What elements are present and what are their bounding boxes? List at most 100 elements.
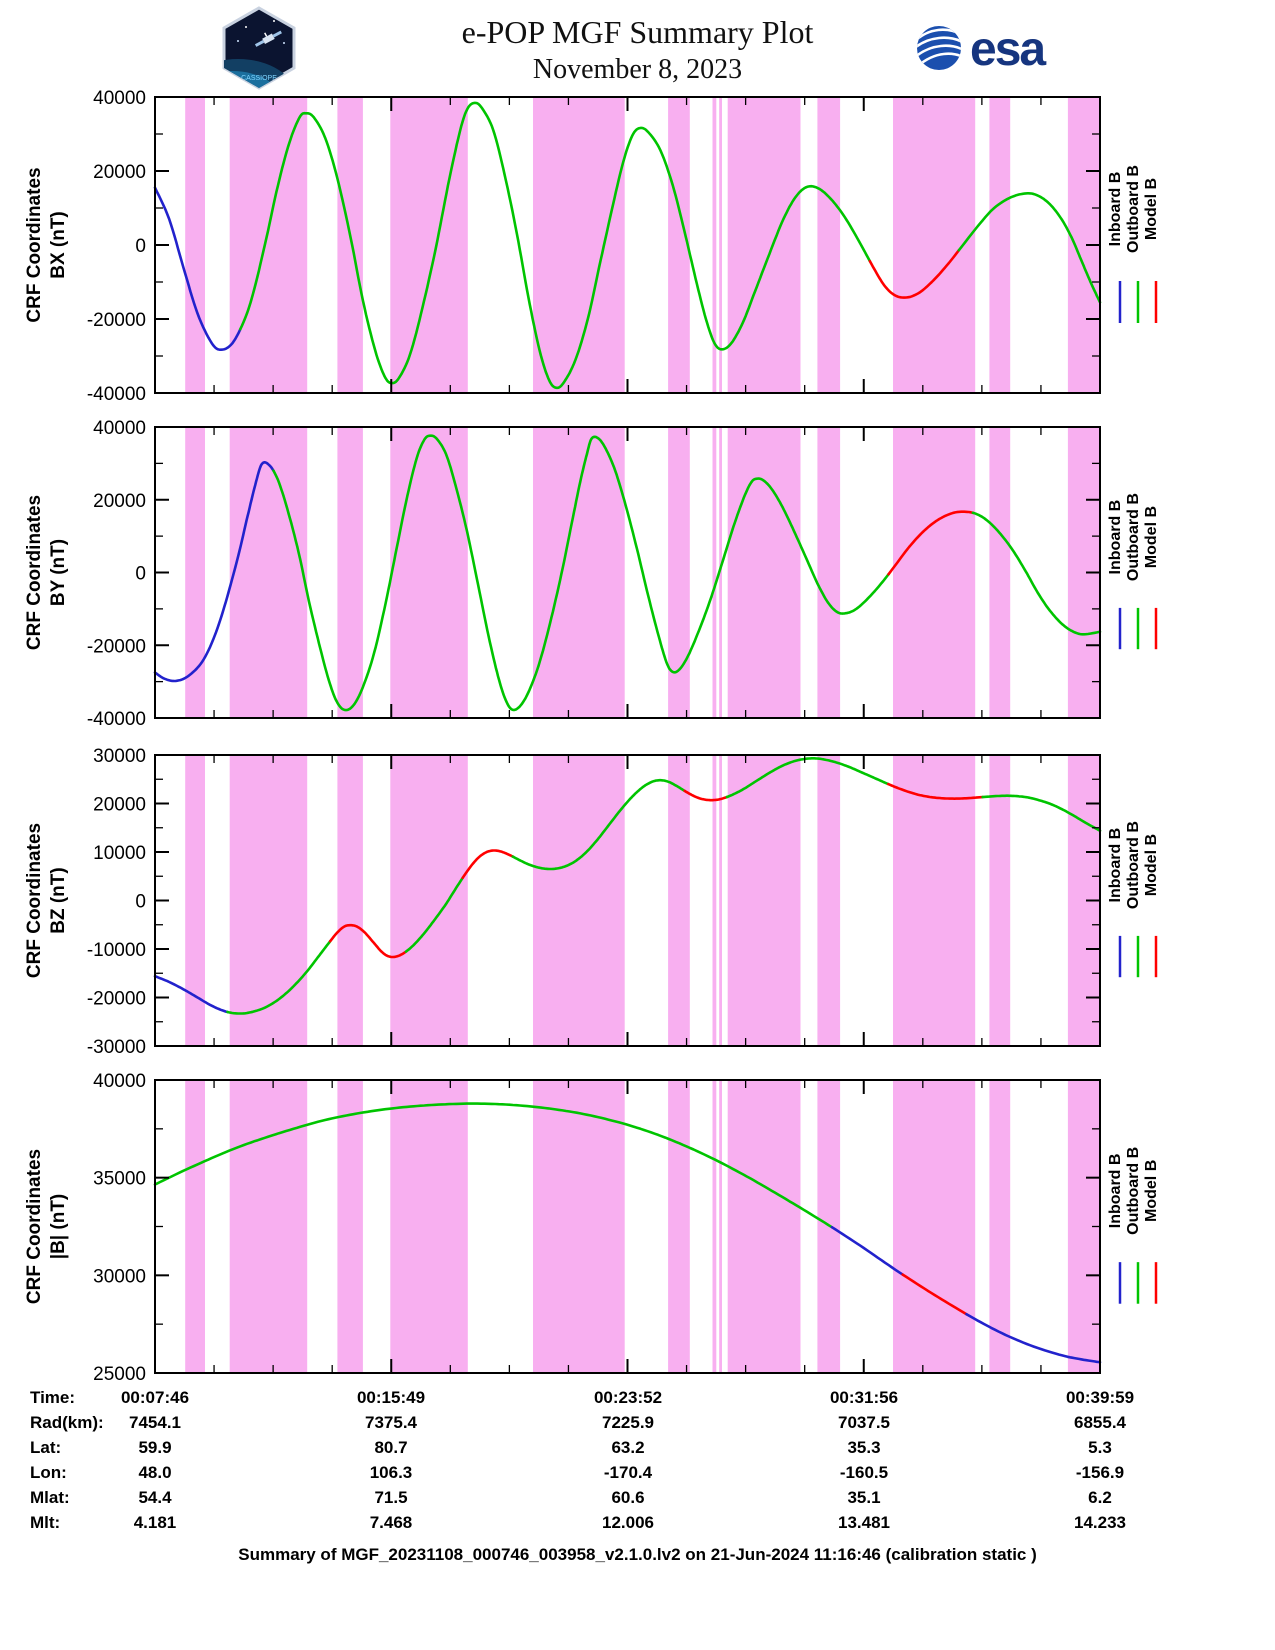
highlight-band [989,427,1011,718]
esa-wordmark: esa [970,23,1046,76]
y-axis-label-line1: CRF Coordinates [24,823,45,978]
table-row-lon: Lon: 48.0 106.3 -170.4 -160.5 -156.9 [0,1463,1275,1488]
curve-segment-model [901,1273,968,1316]
highlight-band [185,1080,205,1373]
y-axis-label-line1: CRF Coordinates [24,167,45,322]
y-tick-label: -40000 [87,384,146,405]
table-cell: 7037.5 [838,1413,890,1432]
highlight-band [817,97,841,393]
y-tick-label: 30000 [93,746,146,767]
legend-label: Model B [1143,506,1160,568]
chart-panel-bz: -30000 -20000 -10000 0 10000 20000 30000 CRF Co… [24,746,1160,1058]
highlight-band [989,1080,1011,1373]
table-cell: 63.2 [611,1438,645,1457]
table-row-label: Rad(km): [30,1413,104,1432]
y-tick-label: 25000 [93,1364,146,1385]
curve-segment-model [887,510,975,576]
table-row-label: Lon: [30,1463,67,1482]
curve-segment-model [868,248,961,299]
cassiope-logo-label: CASSIOPE [241,75,277,82]
highlight-band [533,97,625,393]
highlight-band [719,1080,722,1373]
summary-footer: Summary of MGF_20231108_000746_003958_v2… [238,1545,1037,1564]
table-cell: -160.5 [839,1463,889,1482]
y-tick-label: 35000 [93,1169,146,1190]
y-axis-label-line2: BX (nT) [48,211,69,279]
curve-segment-outboard [511,778,686,871]
highlight-band [390,427,468,718]
chart-panel-by: -40000 -20000 0 20000 40000 CRF Coordinates BY… [24,418,1160,730]
legend-label: Inboard B [1107,500,1124,575]
table-row-rad: Rad(km): 7454.1 7375.4 7225.9 7037.5 685… [0,1413,1275,1438]
highlight-band [893,755,976,1046]
table-cell: 00:23:52 [593,1388,663,1407]
curve-segment-outboard [153,1102,834,1229]
highlight-band [727,1080,801,1373]
chart-panel-bmag: 25000 30000 35000 40000 CRF Coordinates |B| (… [24,1071,1160,1385]
table-cell: -170.4 [603,1463,653,1482]
y-tick-label: 0 [135,564,146,585]
highlight-band [229,1080,308,1373]
curve-segment-model [887,782,984,800]
y-tick-label: 40000 [93,88,146,109]
highlight-band [668,427,690,718]
curve-segment-model [328,923,408,959]
curve-segment-outboard [971,511,1102,636]
table-cell: 4.181 [133,1513,177,1532]
highlight-band [390,1080,468,1373]
table-row-label: Mlat: [30,1488,70,1507]
highlight-band [668,755,690,1046]
legend-label: Model B [1143,834,1160,896]
highlight-band [712,427,717,718]
table-row-label: Mlt: [30,1513,61,1532]
highlight-band [712,97,717,393]
highlight-band [727,97,801,393]
curve-segment-outboard [981,794,1102,832]
curve-segment-inboard [153,974,229,1014]
curve-segment-inboard [153,186,242,351]
table-cell: 59.9 [138,1438,172,1457]
highlight-band [185,97,205,393]
y-tick-label: -20000 [87,310,146,331]
table-cell: 6855.4 [1074,1413,1126,1432]
highlight-band [185,427,205,718]
y-tick-label: 40000 [93,1071,146,1092]
y-tick-label: -40000 [87,709,146,730]
curve-segment-outboard [226,939,332,1015]
table-cell: 7.468 [369,1513,413,1532]
table-cell: 7454.1 [129,1413,181,1432]
table-cell: 7375.4 [365,1413,417,1432]
table-row-lat: Lat: 59.9 80.7 63.2 35.3 5.3 [0,1438,1275,1463]
highlight-band [727,427,801,718]
highlight-band [390,755,468,1046]
table-cell: 13.481 [838,1513,890,1532]
table-row-mlt: Mlt: 4.181 7.468 12.006 13.481 14.233 [0,1513,1275,1538]
y-tick-label: 20000 [93,795,146,816]
y-tick-label: 0 [135,892,146,913]
table-cell: 54.4 [138,1488,172,1507]
highlight-band [719,755,722,1046]
table-row-mlat: Mlat: 54.4 71.5 60.6 35.1 6.2 [0,1488,1275,1513]
curve-segment-model [461,849,515,880]
curve-segment-inboard [965,1312,1102,1364]
highlight-band [668,1080,690,1373]
table-cell: 00:07:46 [120,1388,190,1407]
table-cell: 71.5 [374,1488,408,1507]
table-cell: 80.7 [374,1438,408,1457]
y-tick-label: -20000 [87,636,146,657]
y-axis-label-line1: CRF Coordinates [24,495,45,650]
table-row-time: Time: 00:07:46 00:15:49 00:23:52 00:31:5… [0,1388,1275,1413]
table-cell: 6.2 [1088,1488,1112,1507]
y-tick-label: 30000 [93,1266,146,1287]
highlight-band [337,427,363,718]
y-axis-label-line2: BY (nT) [48,539,69,606]
highlight-band [229,755,308,1046]
highlight-band [817,755,841,1046]
legend-label: Model B [1143,1160,1160,1222]
ephemeris-table: Time: 00:07:46 00:15:49 00:23:52 00:31:5… [0,1388,1275,1538]
highlight-band [712,755,717,1046]
highlight-band [390,97,468,393]
highlight-band [533,427,625,718]
y-tick-label: -30000 [87,1037,146,1058]
